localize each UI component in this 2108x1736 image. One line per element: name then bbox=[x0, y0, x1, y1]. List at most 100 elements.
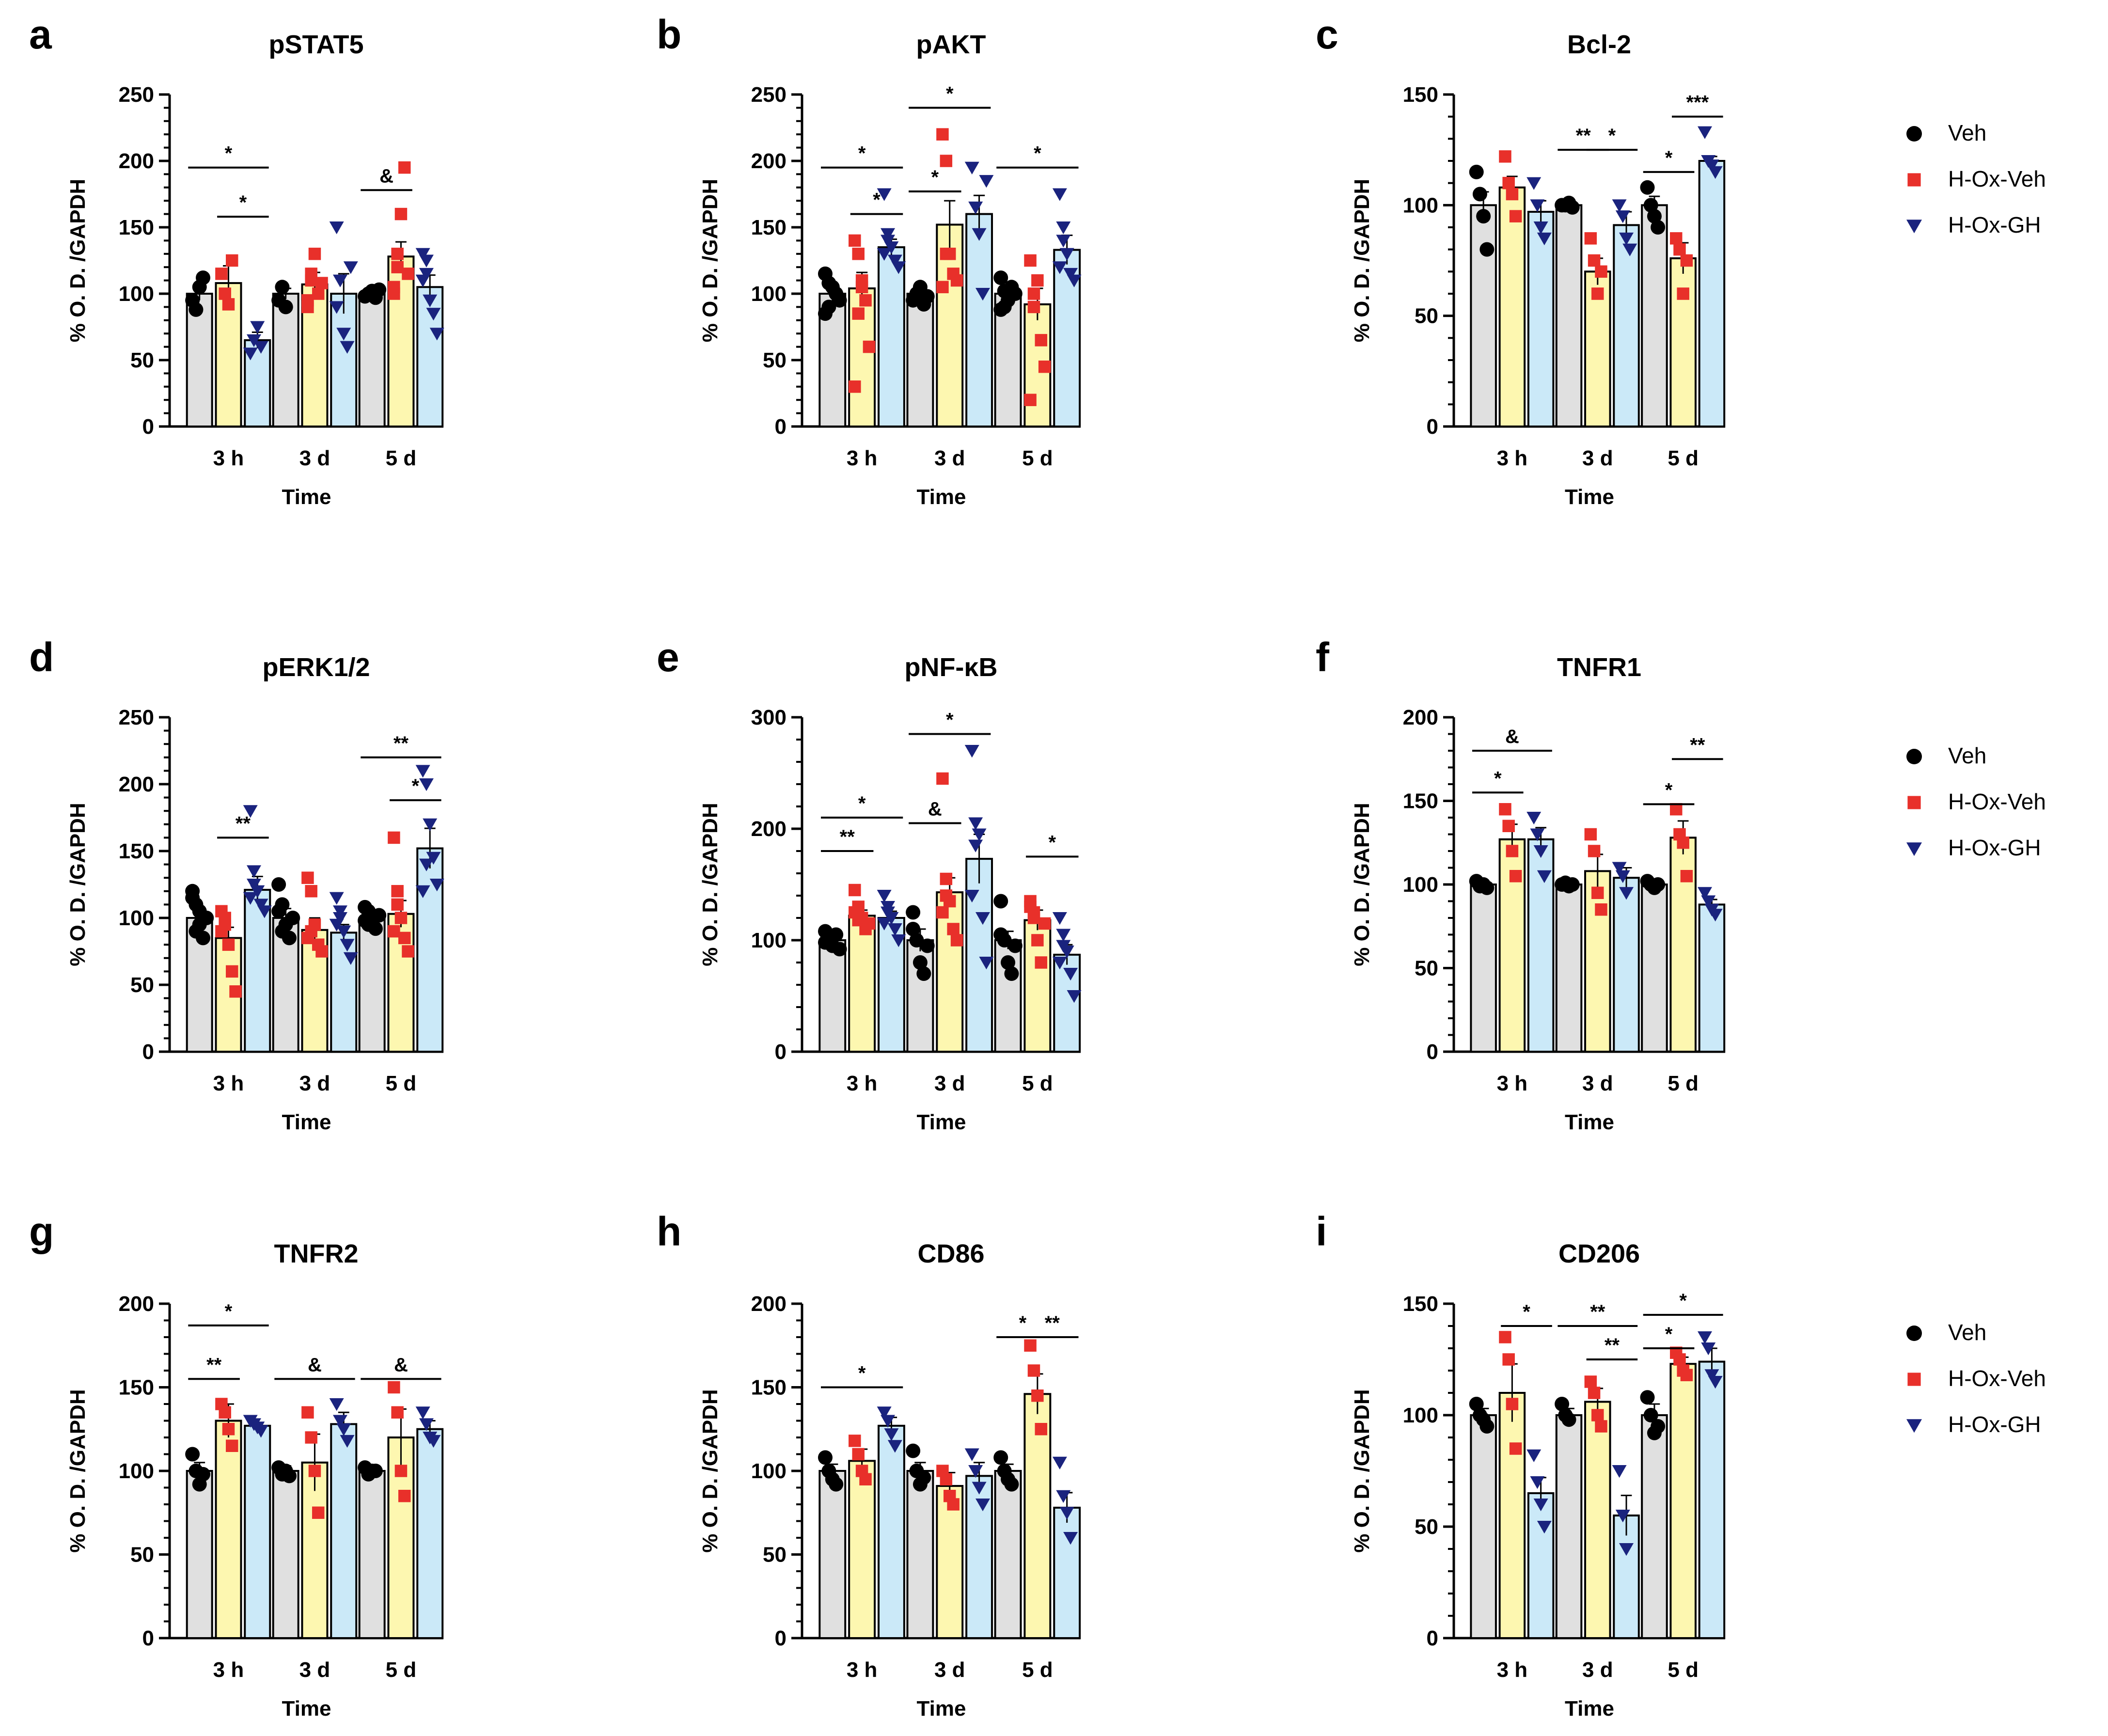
data-point-h-ox-veh bbox=[1673, 243, 1686, 256]
data-point-h-ox-gh bbox=[426, 852, 441, 865]
data-point-h-ox-veh bbox=[1584, 1375, 1597, 1388]
data-point-h-ox-veh bbox=[950, 274, 963, 287]
bar-h-ox-gh bbox=[330, 1423, 358, 1639]
data-point-h-ox-gh bbox=[329, 1398, 344, 1411]
x-axis-label: Time bbox=[1565, 485, 1614, 509]
data-point-h-ox-veh bbox=[215, 925, 228, 938]
panel-label: h bbox=[657, 1209, 681, 1254]
data-point-h-ox-veh bbox=[1038, 360, 1051, 373]
bar-veh bbox=[1555, 884, 1583, 1053]
x-axis-label: Time bbox=[282, 485, 331, 509]
significance-label: & bbox=[928, 799, 942, 820]
data-point-h-ox-veh bbox=[1591, 287, 1604, 300]
bar-veh bbox=[272, 1470, 299, 1639]
x-tick-label: 5 d bbox=[386, 1658, 417, 1682]
legend: Veh H-Ox-Veh H-Ox-GH bbox=[1906, 120, 2046, 237]
significance-label: & bbox=[308, 1354, 322, 1375]
y-tick-label: 150 bbox=[1403, 1292, 1438, 1316]
significance-label: & bbox=[394, 1354, 408, 1375]
panel-f: f TNFR1 0 50 100 150 200 % O. D. /GAPDH 3 h 3 d 5 … bbox=[1316, 634, 1726, 1134]
data-point-h-ox-veh bbox=[849, 884, 861, 897]
data-point-h-ox-veh bbox=[859, 1473, 872, 1485]
significance-label: * bbox=[225, 1301, 233, 1322]
panel-title: CD86 bbox=[917, 1239, 984, 1268]
bar-veh bbox=[186, 1470, 213, 1639]
data-point-h-ox-veh bbox=[1499, 1331, 1511, 1343]
data-point-h-ox-gh bbox=[415, 248, 430, 261]
data-point-h-ox-gh bbox=[891, 261, 906, 274]
data-point-h-ox-gh bbox=[1526, 812, 1542, 825]
panel-title: TNFR1 bbox=[1557, 653, 1641, 682]
y-tick-label: 150 bbox=[119, 1376, 154, 1400]
data-point-h-ox-gh bbox=[972, 228, 987, 241]
data-point-h-ox-gh bbox=[1063, 968, 1078, 981]
data-point-veh bbox=[275, 924, 290, 939]
significance-label: ** bbox=[206, 1354, 222, 1375]
panel-title: pAKT bbox=[916, 30, 986, 59]
data-point-h-ox-gh bbox=[415, 885, 430, 899]
y-axis-label: % O. D. /GAPDH bbox=[1350, 803, 1374, 966]
data-point-h-ox-gh bbox=[243, 347, 258, 361]
data-point-veh bbox=[189, 924, 204, 939]
bar-veh bbox=[994, 293, 1022, 427]
x-tick-label: 5 d bbox=[1022, 1658, 1053, 1682]
bar-h-ox-veh bbox=[301, 1461, 329, 1639]
data-point-h-ox-gh bbox=[1708, 909, 1723, 922]
significance-label: * bbox=[946, 83, 954, 104]
y-tick-label: 0 bbox=[142, 1040, 154, 1064]
data-point-veh bbox=[1555, 1397, 1570, 1411]
y-tick-label: 50 bbox=[130, 348, 154, 372]
data-point-h-ox-gh bbox=[340, 939, 355, 952]
data-point-h-ox-gh bbox=[419, 778, 434, 791]
bar-veh bbox=[358, 917, 386, 1053]
data-point-h-ox-gh bbox=[884, 1428, 899, 1441]
data-point-h-ox-veh bbox=[226, 254, 238, 267]
data-point-veh bbox=[271, 904, 286, 919]
data-point-h-ox-gh bbox=[1701, 895, 1716, 908]
data-point-veh bbox=[1561, 1412, 1576, 1427]
bar-h-ox-gh bbox=[1698, 1360, 1726, 1640]
bar-veh bbox=[1555, 1414, 1583, 1639]
data-point-h-ox-gh bbox=[329, 301, 344, 314]
bar-h-ox-gh bbox=[1527, 211, 1555, 427]
legend: Veh H-Ox-Veh H-Ox-GH bbox=[1906, 1320, 2046, 1437]
bar-veh bbox=[994, 1470, 1022, 1639]
data-point-h-ox-veh bbox=[398, 931, 411, 945]
data-point-h-ox-veh bbox=[849, 234, 861, 247]
data-point-h-ox-gh bbox=[1701, 1342, 1716, 1356]
significance-label: * bbox=[873, 189, 881, 211]
y-tick-label: 50 bbox=[1415, 304, 1438, 328]
data-point-h-ox-veh bbox=[222, 938, 235, 951]
panel-h: h CD86 0 50 100 150 200 % O. D. /GAPDH 3 h 3 d 5 d… bbox=[657, 1209, 1081, 1720]
y-tick-label: 100 bbox=[751, 282, 787, 306]
data-point-h-ox-veh bbox=[947, 923, 960, 935]
significance-label: * bbox=[1019, 1312, 1027, 1334]
legend: Veh H-Ox-Veh H-Ox-GH bbox=[1906, 743, 2046, 860]
significance-label: & bbox=[379, 165, 393, 187]
y-axis-label: % O. D. /GAPDH bbox=[66, 1389, 90, 1552]
data-point-h-ox-veh bbox=[305, 885, 317, 898]
data-point-h-ox-veh bbox=[940, 248, 953, 260]
data-point-h-ox-gh bbox=[877, 917, 892, 931]
data-point-veh bbox=[195, 270, 210, 285]
data-point-veh bbox=[1643, 198, 1658, 213]
significance-label: ** bbox=[1045, 1312, 1060, 1334]
bar-h-ox-gh bbox=[878, 246, 905, 427]
data-point-veh bbox=[997, 284, 1012, 299]
data-point-veh bbox=[818, 935, 833, 950]
panel-c: c Bcl-2 0 50 100 150 % O. D. /GAPDH 3 h 3 d 5 d Ti… bbox=[1316, 12, 1726, 509]
data-point-h-ox-gh bbox=[332, 912, 347, 925]
data-point-h-ox-gh bbox=[972, 1482, 987, 1495]
data-point-h-ox-veh bbox=[226, 1439, 238, 1452]
data-point-h-ox-veh bbox=[1024, 394, 1037, 406]
data-point-h-ox-veh bbox=[1031, 934, 1044, 947]
x-tick-label: 5 d bbox=[1668, 1658, 1699, 1682]
legend-label: Veh bbox=[1948, 1320, 1986, 1345]
panel-title: TNFR2 bbox=[274, 1239, 359, 1268]
bar-h-ox-gh bbox=[1613, 224, 1640, 427]
data-point-h-ox-gh bbox=[243, 892, 258, 905]
data-point-veh bbox=[1651, 1419, 1666, 1434]
data-point-h-ox-gh bbox=[964, 890, 979, 903]
data-point-veh bbox=[832, 942, 847, 957]
data-point-h-ox-gh bbox=[1052, 912, 1067, 925]
